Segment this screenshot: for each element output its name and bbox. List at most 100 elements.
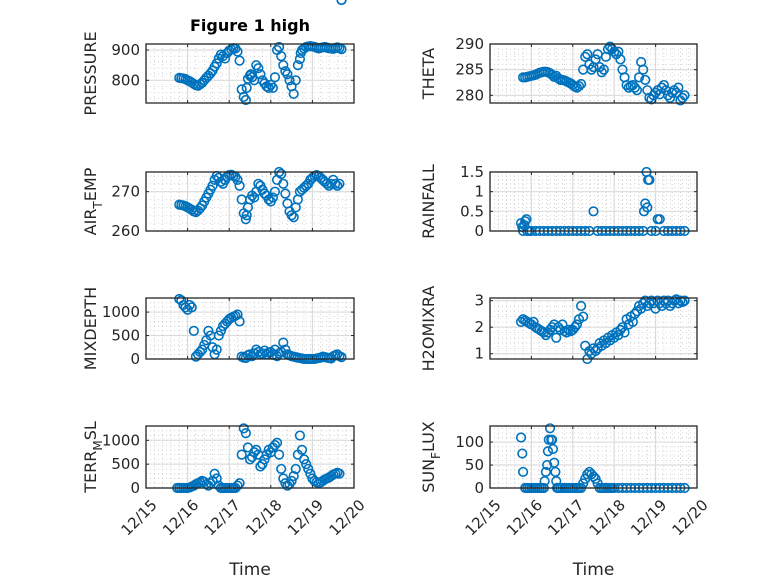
data-point — [640, 74, 651, 86]
data-point — [251, 444, 262, 455]
data-point — [209, 468, 220, 479]
y-tick-label: 1 — [474, 183, 484, 201]
data-point — [253, 63, 264, 74]
x-tick-label: 12/15 — [461, 496, 504, 539]
x-tick-label: 12/18 — [586, 496, 629, 539]
data-point — [290, 463, 301, 475]
data-point — [282, 69, 293, 80]
subplot-pressure: 800 900 PRESSURE — [81, 31, 355, 116]
data-point — [334, 178, 345, 189]
x-tick-label: 12/16 — [503, 496, 546, 539]
data-point — [294, 54, 306, 65]
x-tick-label: 12/17 — [201, 496, 244, 539]
y-axis-label: SUNFLUX — [419, 421, 443, 493]
y-axis-label: TERRMSL — [81, 421, 105, 494]
data-point — [540, 466, 551, 478]
scatter-series — [515, 294, 690, 365]
y-tick-label: 280 — [455, 86, 484, 104]
data-point — [240, 428, 251, 439]
data-point — [238, 423, 249, 434]
data-point — [288, 470, 299, 482]
data-point — [578, 311, 589, 322]
data-point — [571, 319, 583, 330]
data-point — [276, 168, 287, 180]
data-point — [602, 44, 614, 55]
y-tick-label: 290 — [455, 35, 484, 53]
data-point — [278, 60, 289, 71]
y-axis-label: MIXDEPTH — [81, 287, 100, 370]
data-point — [197, 344, 208, 355]
data-point — [638, 64, 649, 75]
data-point — [538, 327, 549, 338]
data-point — [267, 192, 278, 203]
data-point — [296, 444, 308, 455]
data-point — [234, 316, 245, 327]
figure-title: Figure 1 high — [190, 16, 310, 35]
data-point — [563, 324, 574, 335]
y-tick-label: 260 — [111, 222, 140, 240]
axes-box — [145, 171, 355, 232]
subplot-air-temp: 260 270 AIRTEMP — [81, 0, 355, 240]
data-point — [518, 466, 529, 478]
data-point — [236, 449, 247, 460]
data-point — [677, 92, 688, 103]
data-point — [521, 214, 532, 225]
data-point — [188, 325, 199, 336]
data-point — [582, 49, 593, 60]
y-tick-label: 1000 — [102, 431, 140, 449]
data-point — [642, 202, 653, 213]
data-point — [557, 319, 568, 330]
data-point — [590, 473, 601, 484]
data-point — [234, 55, 245, 66]
data-point — [336, 0, 347, 6]
x-tick-label: 12/20 — [668, 496, 711, 539]
data-point — [276, 463, 287, 475]
y-tick-label: 50 — [465, 456, 484, 474]
data-point — [515, 432, 527, 443]
axes-box — [489, 43, 698, 104]
axes-box — [145, 43, 355, 104]
data-point — [255, 69, 266, 80]
data-point — [569, 322, 580, 333]
data-point — [573, 80, 585, 92]
data-point — [240, 214, 251, 225]
data-point — [598, 64, 609, 75]
x-tick-label: 12/16 — [159, 496, 202, 539]
data-point — [298, 454, 310, 465]
data-point — [259, 454, 270, 465]
y-tick-label: 1.5 — [460, 163, 484, 181]
y-tick-label: 500 — [111, 327, 140, 345]
data-point — [232, 309, 243, 320]
x-tick-label: 12/20 — [325, 496, 368, 539]
y-tick-label: 1 — [474, 345, 484, 363]
data-point — [631, 85, 643, 96]
data-point — [284, 75, 295, 86]
y-tick-label: 100 — [455, 433, 484, 451]
y-axis-label: AIRTEMP — [81, 167, 105, 235]
data-point — [286, 475, 297, 486]
data-point — [303, 463, 314, 475]
subplot-h2omixra: 1 2 3 H2OMIXRA — [419, 286, 698, 371]
data-point — [617, 322, 628, 333]
data-point — [588, 206, 599, 217]
data-point — [211, 473, 222, 484]
data-point — [269, 72, 281, 83]
data-point — [519, 220, 530, 231]
data-point — [629, 82, 641, 93]
data-point — [654, 214, 665, 225]
scatter-series — [518, 41, 690, 106]
axes-box — [489, 425, 698, 489]
data-point — [544, 423, 556, 434]
data-point — [203, 325, 214, 336]
data-point — [292, 60, 303, 71]
data-point — [269, 186, 281, 197]
data-point — [219, 53, 231, 64]
data-point — [658, 79, 669, 91]
data-point — [547, 443, 559, 455]
y-tick-label: 285 — [455, 61, 484, 79]
data-point — [590, 345, 601, 357]
x-axis-label: Time — [572, 560, 615, 580]
y-tick-label: 270 — [111, 183, 140, 201]
